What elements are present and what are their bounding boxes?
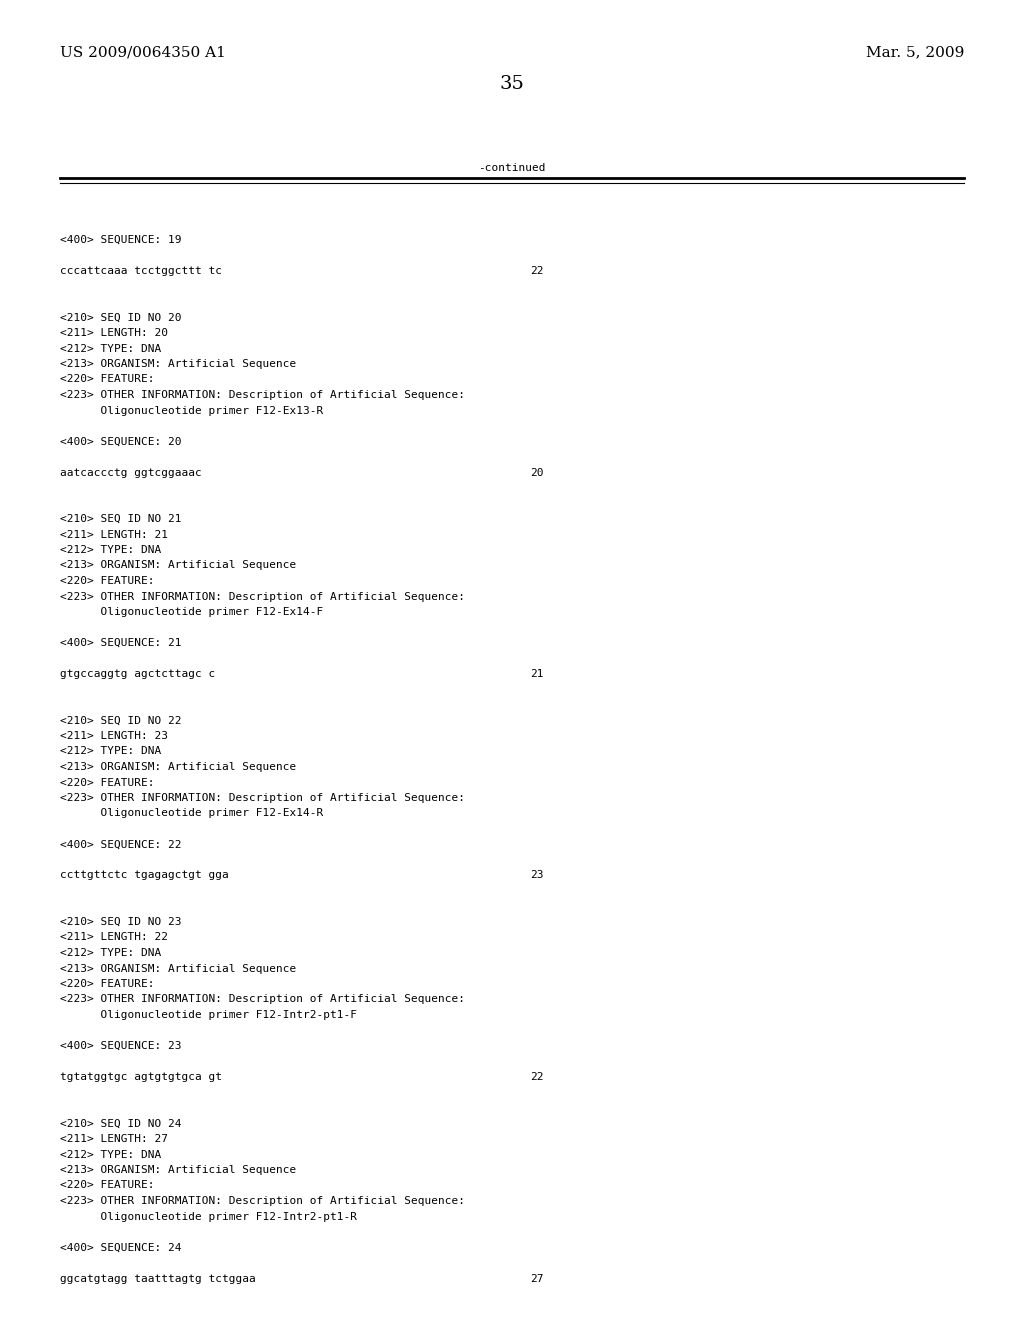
Text: 22: 22 [530,267,544,276]
Text: <213> ORGANISM: Artificial Sequence: <213> ORGANISM: Artificial Sequence [60,964,296,974]
Text: <210> SEQ ID NO 20: <210> SEQ ID NO 20 [60,313,181,322]
Text: 20: 20 [530,467,544,478]
Text: 21: 21 [530,669,544,678]
Text: <210> SEQ ID NO 23: <210> SEQ ID NO 23 [60,917,181,927]
Text: Oligonucleotide primer F12-Intr2-pt1-F: Oligonucleotide primer F12-Intr2-pt1-F [60,1010,357,1020]
Text: 23: 23 [530,870,544,880]
Text: <211> LENGTH: 23: <211> LENGTH: 23 [60,731,168,741]
Text: <210> SEQ ID NO 22: <210> SEQ ID NO 22 [60,715,181,726]
Text: <212> TYPE: DNA: <212> TYPE: DNA [60,1150,161,1159]
Text: <400> SEQUENCE: 22: <400> SEQUENCE: 22 [60,840,181,850]
Text: <212> TYPE: DNA: <212> TYPE: DNA [60,545,161,554]
Text: 22: 22 [530,1072,544,1082]
Text: <223> OTHER INFORMATION: Description of Artificial Sequence:: <223> OTHER INFORMATION: Description of … [60,389,465,400]
Text: ccttgttctc tgagagctgt gga: ccttgttctc tgagagctgt gga [60,870,228,880]
Text: <400> SEQUENCE: 19: <400> SEQUENCE: 19 [60,235,181,246]
Text: 35: 35 [500,75,524,92]
Text: <212> TYPE: DNA: <212> TYPE: DNA [60,343,161,354]
Text: <400> SEQUENCE: 20: <400> SEQUENCE: 20 [60,437,181,446]
Text: <210> SEQ ID NO 21: <210> SEQ ID NO 21 [60,513,181,524]
Text: US 2009/0064350 A1: US 2009/0064350 A1 [60,45,226,59]
Text: <400> SEQUENCE: 21: <400> SEQUENCE: 21 [60,638,181,648]
Text: Oligonucleotide primer F12-Ex13-R: Oligonucleotide primer F12-Ex13-R [60,405,324,416]
Text: <213> ORGANISM: Artificial Sequence: <213> ORGANISM: Artificial Sequence [60,561,296,570]
Text: <220> FEATURE:: <220> FEATURE: [60,576,155,586]
Text: <212> TYPE: DNA: <212> TYPE: DNA [60,948,161,958]
Text: <400> SEQUENCE: 23: <400> SEQUENCE: 23 [60,1041,181,1051]
Text: <400> SEQUENCE: 24: <400> SEQUENCE: 24 [60,1242,181,1253]
Text: <223> OTHER INFORMATION: Description of Artificial Sequence:: <223> OTHER INFORMATION: Description of … [60,994,465,1005]
Text: <211> LENGTH: 21: <211> LENGTH: 21 [60,529,168,540]
Text: Oligonucleotide primer F12-Ex14-R: Oligonucleotide primer F12-Ex14-R [60,808,324,818]
Text: cccattcaaa tcctggcttt tc: cccattcaaa tcctggcttt tc [60,267,222,276]
Text: <211> LENGTH: 27: <211> LENGTH: 27 [60,1134,168,1144]
Text: <223> OTHER INFORMATION: Description of Artificial Sequence:: <223> OTHER INFORMATION: Description of … [60,793,465,803]
Text: <220> FEATURE:: <220> FEATURE: [60,777,155,788]
Text: Oligonucleotide primer F12-Intr2-pt1-R: Oligonucleotide primer F12-Intr2-pt1-R [60,1212,357,1221]
Text: <211> LENGTH: 22: <211> LENGTH: 22 [60,932,168,942]
Text: Oligonucleotide primer F12-Ex14-F: Oligonucleotide primer F12-Ex14-F [60,607,324,616]
Text: <220> FEATURE:: <220> FEATURE: [60,375,155,384]
Text: gtgccaggtg agctcttagc c: gtgccaggtg agctcttagc c [60,669,215,678]
Text: Mar. 5, 2009: Mar. 5, 2009 [865,45,964,59]
Text: <223> OTHER INFORMATION: Description of Artificial Sequence:: <223> OTHER INFORMATION: Description of … [60,591,465,602]
Text: 27: 27 [530,1274,544,1283]
Text: <223> OTHER INFORMATION: Description of Artificial Sequence:: <223> OTHER INFORMATION: Description of … [60,1196,465,1206]
Text: ggcatgtagg taatttagtg tctggaa: ggcatgtagg taatttagtg tctggaa [60,1274,256,1283]
Text: aatcaccctg ggtcggaaac: aatcaccctg ggtcggaaac [60,467,202,478]
Text: <220> FEATURE:: <220> FEATURE: [60,1180,155,1191]
Text: <211> LENGTH: 20: <211> LENGTH: 20 [60,327,168,338]
Text: <220> FEATURE:: <220> FEATURE: [60,979,155,989]
Text: -continued: -continued [478,162,546,173]
Text: <212> TYPE: DNA: <212> TYPE: DNA [60,747,161,756]
Text: tgtatggtgc agtgtgtgca gt: tgtatggtgc agtgtgtgca gt [60,1072,222,1082]
Text: <213> ORGANISM: Artificial Sequence: <213> ORGANISM: Artificial Sequence [60,359,296,370]
Text: <213> ORGANISM: Artificial Sequence: <213> ORGANISM: Artificial Sequence [60,762,296,772]
Text: <210> SEQ ID NO 24: <210> SEQ ID NO 24 [60,1118,181,1129]
Text: <213> ORGANISM: Artificial Sequence: <213> ORGANISM: Artificial Sequence [60,1166,296,1175]
